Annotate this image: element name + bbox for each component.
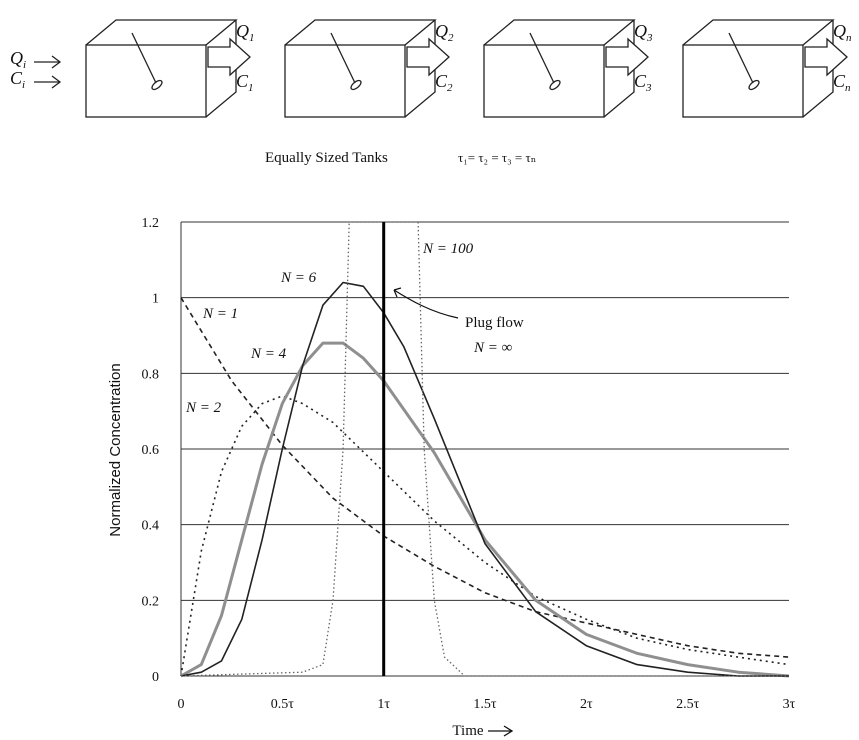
label-n100: N = 100 — [422, 241, 474, 257]
label-n6: N = 6 — [280, 270, 317, 286]
flow-subscript: 1 — [249, 32, 255, 44]
caption-equally-sized: Equally Sized Tanks — [265, 150, 388, 166]
conc-subscript: 1 — [248, 82, 254, 94]
x-tick-label: 1τ — [377, 697, 390, 712]
outflow-arrow-icon — [406, 37, 450, 77]
stirrer-shaft-icon — [131, 32, 157, 84]
label-n1: N = 1 — [202, 306, 238, 322]
axes: 0 0.5τ 1τ 1.5τ 2τ 2.5τ 3τ — [178, 222, 796, 712]
stirrer-blade-icon — [151, 79, 163, 91]
tank-front-face — [284, 44, 406, 118]
tank-front-face — [85, 44, 207, 118]
tank-flow-label: Q1 — [236, 21, 255, 44]
x-tick-label: 1.5τ — [473, 697, 497, 712]
x-tick-label: 2τ — [580, 697, 593, 712]
stirrer-blade-icon — [549, 79, 561, 91]
tank-conc-label: C3 — [634, 71, 652, 94]
inlet-conc-label: Ci — [10, 68, 25, 91]
flow-symbol: Q — [833, 21, 846, 41]
conc-symbol: C — [435, 71, 448, 91]
series-n-1 — [180, 297, 790, 658]
tank-conc-label: Cn — [833, 71, 851, 94]
conc-symbol: C — [634, 71, 647, 91]
tank-box-edges — [483, 19, 636, 118]
x-axis-title: Time — [452, 723, 483, 739]
y-tick-label: 0.8 — [142, 367, 160, 382]
series-n-4 — [180, 341, 790, 678]
conc-symbol: C — [236, 71, 249, 91]
inlet-arrow-icon — [34, 55, 62, 89]
stirrer-blade-icon — [350, 79, 362, 91]
conc-symbol: C — [833, 71, 846, 91]
series-n-6 — [180, 281, 789, 677]
label-n2: N = 2 — [185, 400, 222, 416]
tank-front-face — [483, 44, 605, 118]
outflow-arrow-icon — [804, 37, 848, 77]
conc-subscript: 2 — [447, 82, 453, 94]
conc-subscript: 3 — [645, 82, 652, 94]
y-tick-label: 1 — [152, 292, 159, 307]
stirrer-shaft-icon — [330, 32, 356, 84]
x-axis-arrow-icon — [488, 725, 514, 737]
tank-box-edges — [85, 19, 238, 118]
flow-symbol: Q — [634, 21, 647, 41]
y-tick-label: 0.4 — [142, 519, 160, 534]
y-axis-title: Normalized Concentration — [107, 363, 124, 536]
tank-flow-label: Q2 — [435, 21, 454, 44]
inlet-flow-label: Qi — [10, 48, 26, 71]
stirrer-shaft-icon — [728, 32, 754, 84]
x-tick-label: 0.5τ — [271, 697, 295, 712]
outflow-arrow-icon — [605, 37, 649, 77]
flow-symbol: Q — [435, 21, 448, 41]
tank-conc-label: C2 — [435, 71, 453, 94]
label-plug-n-inf: N = ∞ — [473, 340, 513, 356]
chart: 0 0.2 0.4 0.6 0.8 1 1.2 0 0.5τ 1τ 1.5τ 2τ 2.5τ 3τ No… — [107, 216, 796, 739]
chart-labels: Normalized Concentration Time N = 1 N = … — [107, 241, 524, 739]
x-tick-label: 3τ — [783, 697, 796, 712]
flow-subscript: n — [846, 32, 852, 44]
flow-symbol: Q — [236, 21, 249, 41]
diagram-caption: Equally Sized Tanks τ₁= τ₂ = τ₃ = τₙ — [265, 150, 536, 166]
conc-subscript: n — [845, 82, 851, 94]
y-tick-label: 1.2 — [142, 216, 160, 231]
tank-diagram: Qi Ci — [10, 48, 62, 91]
label-n4: N = 4 — [250, 346, 287, 362]
x-tick-label: 2.5τ — [676, 697, 700, 712]
tank-flow-label: Qn — [833, 21, 852, 44]
tank-box-edges — [682, 19, 835, 118]
y-tick-label: 0.6 — [142, 443, 160, 458]
y-tick-label: 0 — [152, 670, 159, 685]
y-tick-label: 0.2 — [142, 594, 160, 609]
plug-flow-pointer-icon — [393, 287, 459, 319]
flow-subscript: 3 — [646, 32, 653, 44]
caption-residence-times: τ₁= τ₂ = τ₃ = τₙ — [458, 150, 536, 165]
tank-front-face — [682, 44, 804, 118]
x-tick-label: 0 — [178, 697, 185, 712]
tank-flow-label: Q3 — [634, 21, 653, 44]
flow-subscript: 2 — [448, 32, 454, 44]
tank-box-edges — [284, 19, 437, 118]
stirrer-blade-icon — [748, 79, 760, 91]
label-plug-flow: Plug flow — [465, 315, 524, 331]
grid: 0 0.2 0.4 0.6 0.8 1 1.2 — [142, 216, 789, 685]
stirrer-shaft-icon — [529, 32, 555, 84]
outflow-arrow-icon — [207, 37, 251, 77]
tank-conc-label: C1 — [236, 71, 254, 94]
series-layer — [180, 221, 790, 678]
